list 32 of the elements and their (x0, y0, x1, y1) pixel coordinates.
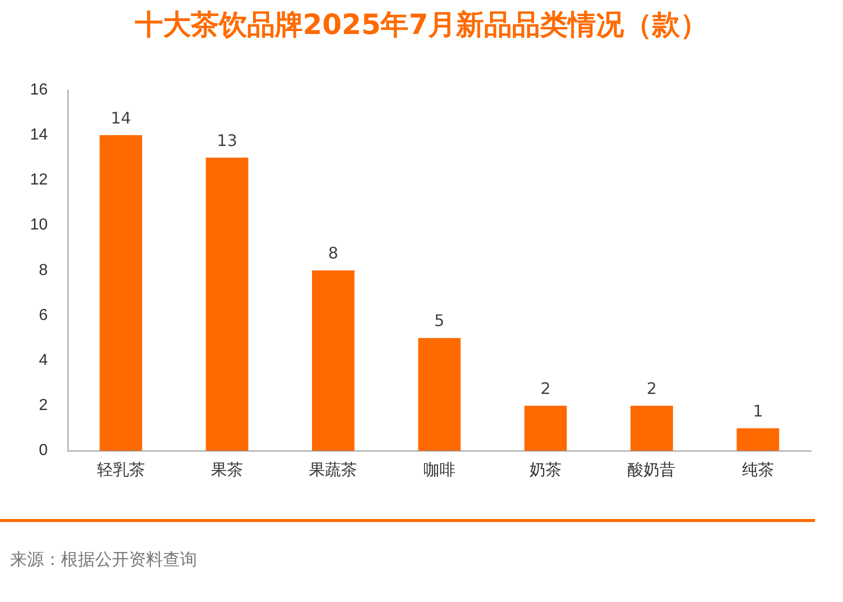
data-label: 1 (752, 401, 764, 420)
y-tick-label: 14 (30, 126, 48, 144)
y-tick-label: 16 (30, 81, 48, 98)
bar (736, 428, 780, 451)
y-tick-label: 0 (38, 442, 48, 460)
data-label: 13 (216, 130, 238, 150)
y-tick-label: 2 (38, 397, 48, 414)
data-label: 14 (110, 108, 132, 128)
x-tick-label: 轻乳茶 (96, 460, 145, 479)
data-label: 2 (540, 378, 551, 398)
y-tick-label: 8 (38, 262, 48, 279)
x-tick-label: 纯茶 (742, 460, 774, 479)
data-label: 5 (434, 311, 444, 330)
bar (206, 158, 248, 451)
data-label: 2 (646, 378, 657, 398)
bar (524, 406, 567, 451)
chart-title: 十大茶饮品牌2025年7月新品品类情况（款） (134, 7, 710, 43)
bar (100, 135, 142, 451)
source-note: 来源：根据公开资料查询 (10, 549, 197, 571)
bar (630, 406, 673, 451)
y-tick-label: 4 (38, 352, 48, 370)
y-tick-label: 12 (30, 172, 48, 189)
data-label: 8 (328, 244, 338, 263)
bar (312, 270, 354, 451)
bar (418, 338, 461, 451)
x-tick-label: 咖啡 (423, 460, 456, 479)
y-tick-label: 6 (38, 306, 48, 324)
y-tick-label: 10 (30, 216, 48, 234)
x-tick-label: 奶茶 (530, 460, 562, 479)
x-tick-label: 果茶 (211, 460, 244, 479)
x-tick-label: 酸奶昔 (628, 460, 676, 479)
x-tick-label: 果蔬茶 (309, 460, 358, 479)
